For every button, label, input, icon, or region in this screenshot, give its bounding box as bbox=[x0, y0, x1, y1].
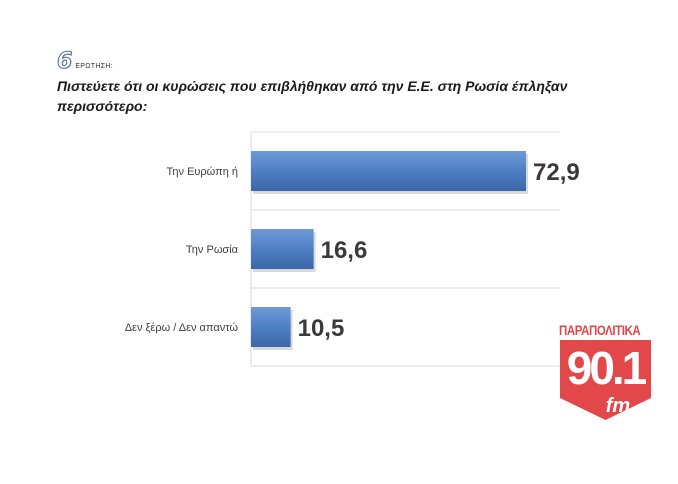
logo-badge: 90.1 fm bbox=[560, 340, 651, 420]
data-label: 72,9 bbox=[533, 159, 580, 186]
logo-brand: ΠΑΡΑΠΟΛΙΤΙΚΑ bbox=[559, 322, 641, 338]
bar bbox=[251, 151, 526, 191]
bar bbox=[251, 229, 314, 269]
category-label: Δεν ξέρω / Δεν απαντώ bbox=[125, 322, 239, 334]
bar bbox=[251, 307, 291, 347]
category-label: Την Ρωσία bbox=[186, 244, 239, 256]
question-text: Πιστεύετε ότι οι κυρώσεις που επιβλήθηκα… bbox=[57, 78, 568, 114]
logo-frequency: 90.1 bbox=[567, 342, 647, 394]
logo-band: fm bbox=[606, 395, 630, 417]
data-label: 16,6 bbox=[321, 237, 368, 264]
question-label: ΕΡΩΤΗΣΗ: bbox=[75, 63, 113, 70]
question-number: 6 bbox=[56, 49, 73, 74]
question-header: 6 ΕΡΩΤΗΣΗ: bbox=[56, 49, 113, 74]
data-label: 10,5 bbox=[298, 315, 345, 342]
station-logo: ΠΑΡΑΠΟΛΙΤΙΚΑ 90.1 fm bbox=[559, 322, 653, 420]
category-label: Την Ευρώπη ή bbox=[166, 166, 238, 178]
